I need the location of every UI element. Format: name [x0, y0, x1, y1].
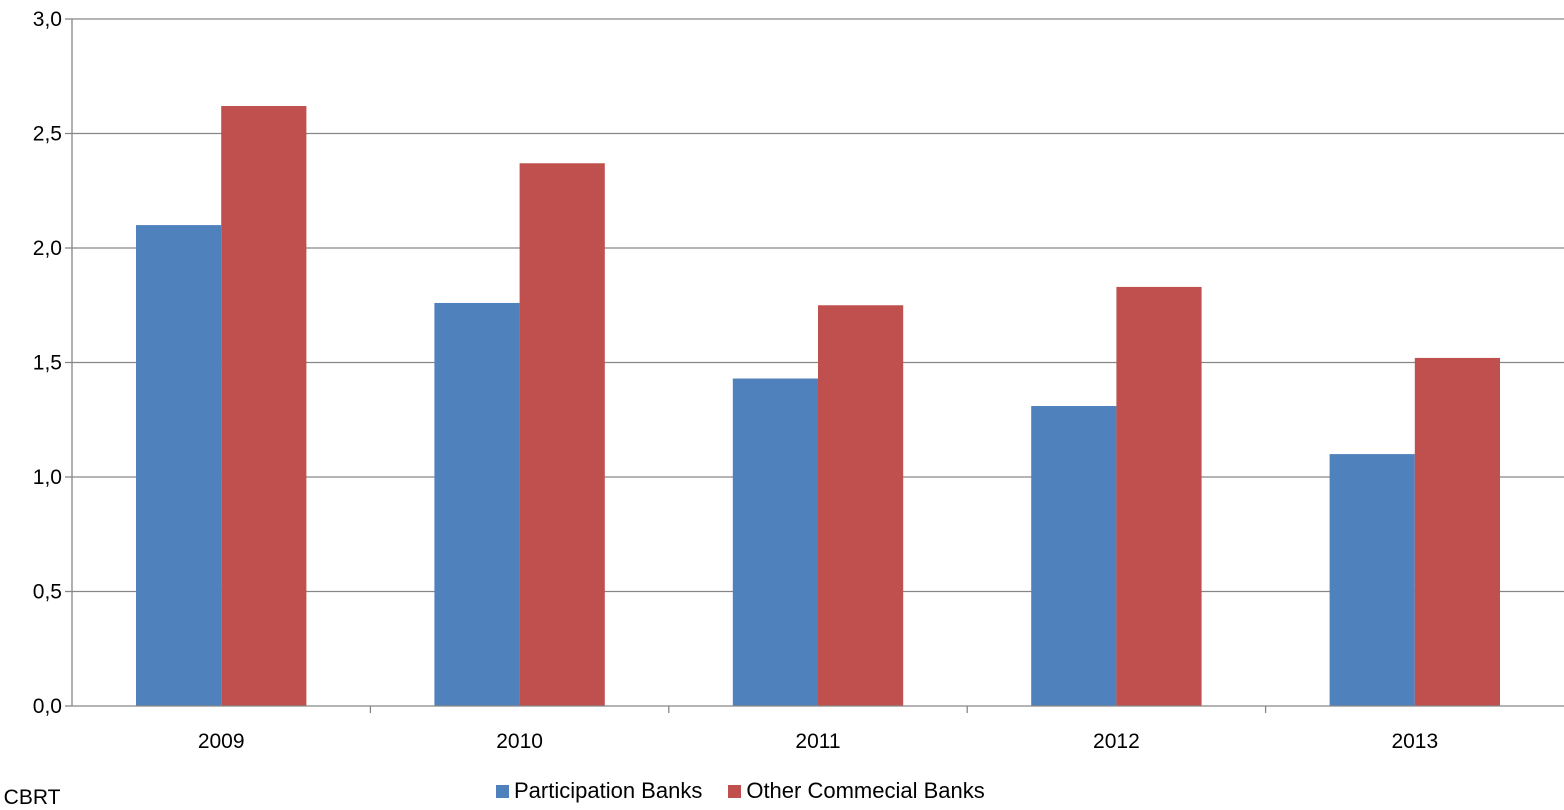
legend: Participation Banks Other Commecial Bank…: [496, 777, 1011, 805]
y-tick-label: 2,0: [33, 237, 62, 260]
bar-other-commecial-banks-2010: [519, 163, 605, 706]
y-tick-label: 1,0: [33, 466, 62, 489]
bar-participation-banks-2013: [1329, 454, 1415, 706]
x-tick-label: 2013: [1391, 730, 1438, 753]
y-tick-label: 1,5: [33, 352, 62, 375]
y-tick-label: 3,0: [33, 8, 62, 31]
y-tick-label: 0,5: [33, 581, 62, 604]
x-axis-tick-labels: 2009 2010 2011 2012 2013: [198, 730, 1438, 753]
x-tick-label: 2011: [795, 730, 840, 753]
x-tick-label: 2009: [198, 730, 245, 753]
bar-other-commecial-banks-2012: [1116, 286, 1202, 706]
source-note: : CBRT: [0, 786, 61, 809]
bar-participation-banks-2010: [434, 302, 520, 706]
y-axis-tick-labels: 0,0 0,5 1,0 1,5 2,0 2,5 3,0: [33, 8, 62, 718]
legend-item-other-commecial-banks: Other Commecial Banks: [728, 778, 985, 804]
legend-label-participation-banks: Participation Banks: [514, 778, 703, 803]
y-tick-label: 0,0: [33, 695, 62, 718]
x-tick-label: 2012: [1093, 730, 1140, 753]
bar-participation-banks-2009: [136, 225, 222, 706]
legend-item-participation-banks: Participation Banks: [496, 778, 702, 804]
axes: [65, 18, 1564, 713]
bar-participation-banks-2011: [732, 378, 818, 706]
y-tick-label: 2,5: [33, 123, 62, 146]
legend-label-other-commecial-banks: Other Commecial Banks: [746, 778, 985, 803]
bar-other-commecial-banks-2013: [1414, 357, 1500, 706]
bar-other-commecial-banks-2009: [221, 106, 307, 706]
bars: [136, 106, 1500, 706]
x-tick-label: 2010: [496, 730, 543, 753]
legend-swatch-other-commecial-banks: [728, 784, 742, 798]
bar-other-commecial-banks-2011: [818, 305, 904, 706]
legend-swatch-participation-banks: [496, 784, 509, 798]
bar-participation-banks-2012: [1031, 406, 1117, 706]
